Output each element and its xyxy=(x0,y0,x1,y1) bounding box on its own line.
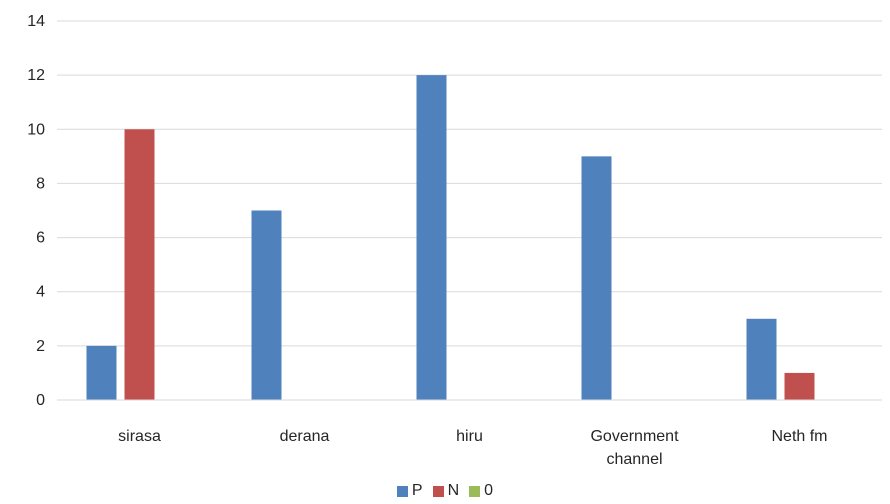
legend-swatch xyxy=(469,485,481,497)
y-tick-label: 0 xyxy=(36,392,45,409)
x-tick-label: hiru xyxy=(456,428,483,445)
y-tick-label: 4 xyxy=(36,284,45,301)
legend-swatch xyxy=(432,485,444,497)
bar-p xyxy=(251,210,282,400)
chart-legend: P N 0 xyxy=(0,482,890,500)
legend-swatch xyxy=(396,485,408,497)
bar-chart: 0 2 4 6 8 10 12 14 sirasa derana hiru Government cha… xyxy=(27,13,882,468)
legend-label: 0 xyxy=(484,482,494,499)
x-tick-label: Government xyxy=(590,428,679,445)
bar-n xyxy=(784,372,815,400)
y-tick-label: 8 xyxy=(36,175,45,192)
legend-label: P xyxy=(411,482,423,499)
y-tick-label: 12 xyxy=(27,67,45,84)
y-tick-label: 14 xyxy=(27,13,45,30)
bar-n xyxy=(124,129,155,401)
x-tick-label: channel xyxy=(606,451,662,468)
y-tick-label: 6 xyxy=(36,230,45,247)
legend-item: 0 xyxy=(469,482,493,500)
bar-p xyxy=(416,75,447,401)
y-tick-label: 2 xyxy=(36,338,45,355)
legend-item: P xyxy=(396,482,423,500)
bar-p xyxy=(86,345,117,400)
bar-p xyxy=(581,156,612,400)
bar-p xyxy=(746,318,777,400)
legend-label: N xyxy=(447,482,460,499)
x-tick-label: derana xyxy=(280,428,330,445)
x-tick-label: sirasa xyxy=(118,428,161,445)
y-tick-label: 10 xyxy=(27,121,45,138)
legend-item: N xyxy=(432,482,460,500)
x-tick-label: Neth fm xyxy=(771,428,827,445)
